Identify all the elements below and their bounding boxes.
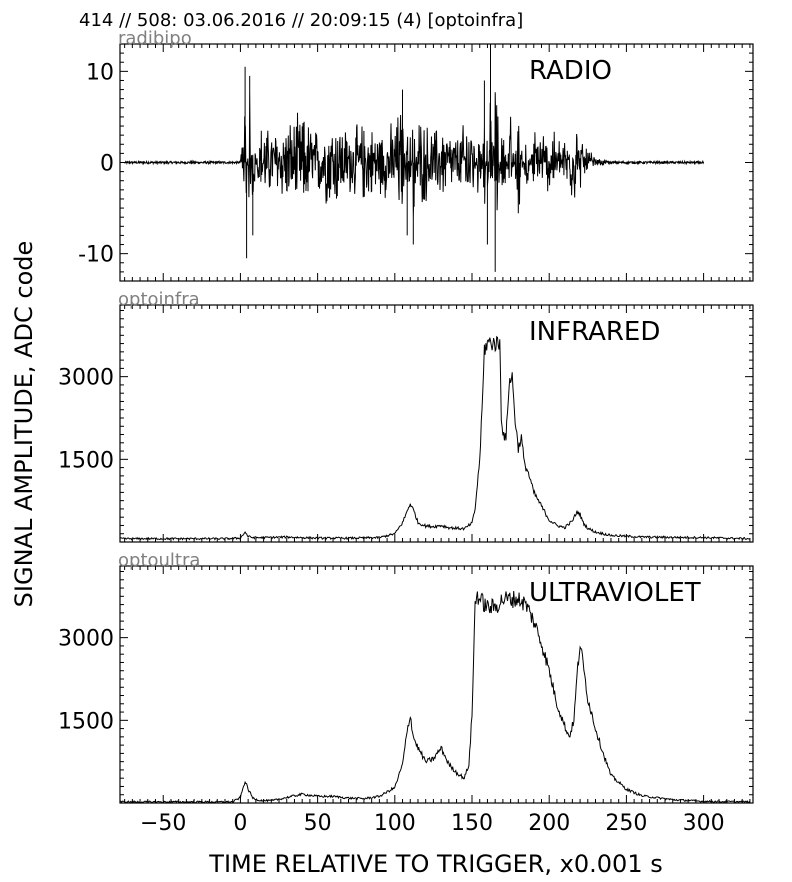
panel-label-optoultra: ULTRAVIOLET	[529, 578, 701, 608]
y-tick-label-radibipo-0: -10	[78, 243, 114, 268]
channel-tag-radibipo: radibipo	[118, 28, 192, 49]
y-tick-label-optoultra-1: 3000	[58, 627, 114, 652]
series-line-optoinfra	[120, 335, 751, 541]
channel-tag-optoultra: optoultra	[118, 550, 200, 571]
y-tick-label-optoinfra-0: 1500	[58, 448, 114, 473]
x-tick-label-7: 300	[683, 811, 725, 836]
panel-optoultra: 1500 3000 −50 0 50 100 150 200 250 300 optoultra UL…	[58, 550, 754, 836]
series-line-radibipo	[124, 44, 705, 272]
y-tick-label-radibipo-1: 0	[100, 152, 114, 177]
y-axis-title: SIGNAL AMPLITUDE, ADC code	[10, 241, 38, 608]
x-tick-label-5: 200	[528, 811, 570, 836]
panel-label-radibipo: RADIO	[529, 56, 612, 86]
y-tick-label-optoultra-0: 1500	[58, 709, 114, 734]
panels: -10010radibipoRADIO15003000optoinfraINFR…	[58, 28, 754, 836]
y-tick-label-optoinfra-1: 3000	[58, 366, 114, 391]
plot-frame-optoinfra	[119, 304, 754, 543]
panel-label-optoinfra: INFRARED	[529, 317, 660, 347]
x-tick-label-3: 100	[374, 811, 416, 836]
x-tick-label-1: 0	[233, 811, 247, 836]
figure-header: 414 // 508: 03.06.2016 // 20:09:15 (4) […	[79, 10, 523, 31]
x-tick-label-4: 150	[451, 811, 493, 836]
plot-frame-optoultra	[119, 565, 754, 804]
series-line-optoultra	[120, 590, 751, 803]
x-tick-label-6: 250	[605, 811, 647, 836]
y-tick-label-radibipo-2: 10	[86, 60, 114, 85]
x-tick-label-0: −50	[140, 811, 186, 836]
x-axis-title: TIME RELATIVE TO TRIGGER, x0.001 s	[208, 850, 662, 878]
panel-optoinfra: 1500 3000 optoinfra INFRARED	[58, 289, 754, 543]
x-tick-label-2: 50	[304, 811, 332, 836]
channel-tag-optoinfra: optoinfra	[118, 289, 200, 310]
